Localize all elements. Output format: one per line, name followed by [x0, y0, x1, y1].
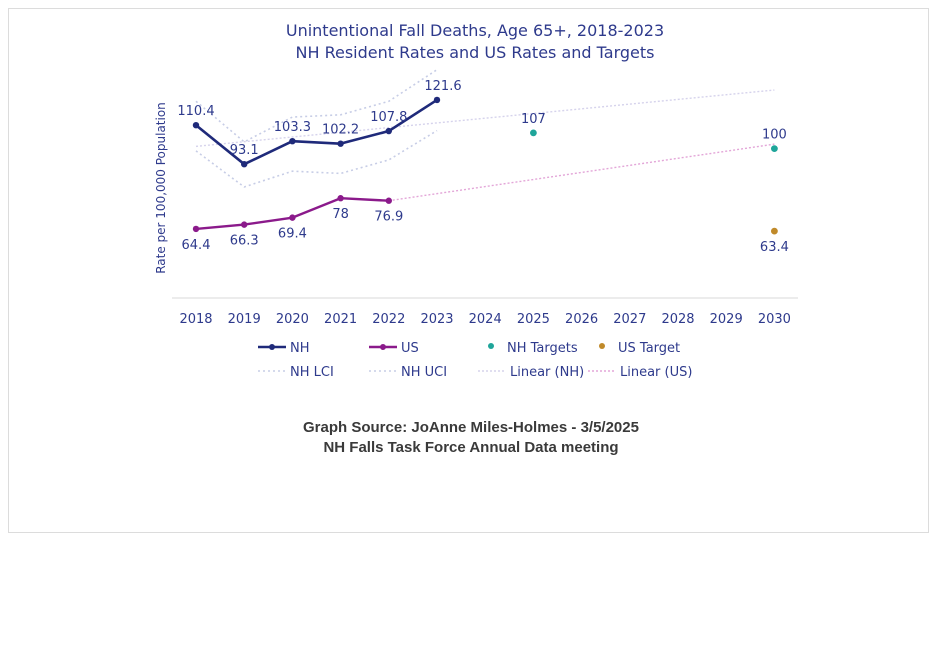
legend: NH US NH Targets US Target NH LCI NH UCI Linea…	[258, 341, 692, 380]
legend-item-nh-targets: NH Targets	[488, 341, 578, 356]
data-label-nh-targets-2025: 107	[521, 112, 546, 127]
data-label-nh-2023: 121.6	[424, 79, 461, 94]
x-tick-2028: 2028	[661, 312, 694, 327]
legend-item-linear-nh: Linear (NH)	[478, 365, 584, 380]
legend-label-us-target: US Target	[618, 341, 680, 356]
legend-item-nh-uci: NH UCI	[369, 365, 447, 380]
point-us-2020	[289, 214, 296, 221]
point-us-2018	[192, 225, 200, 233]
x-tick-2021: 2021	[324, 312, 357, 327]
chart-frame	[8, 8, 929, 533]
data-label-nh-2019: 93.1	[230, 143, 259, 158]
x-tick-2027: 2027	[613, 312, 646, 327]
chart-title-line-1: Unintentional Fall Deaths, Age 65+, 2018…	[286, 21, 664, 40]
x-tick-labels: 2018 2019 2020 2021 2022 2023 2024 2025 2026 2027…	[179, 312, 790, 327]
data-label-us-2021: 78	[332, 207, 349, 222]
series-line-nh	[195, 98, 438, 166]
legend-item-linear-us: Linear (US)	[588, 365, 692, 380]
source-line-2: NH Falls Task Force Annual Data meeting	[323, 439, 618, 456]
y-axis-label: Rate per 100,000 Population	[154, 102, 168, 274]
legend-marker-us	[380, 344, 386, 350]
point-nh-2018	[192, 121, 200, 129]
legend-marker-nh	[269, 344, 275, 350]
legend-label-nh-uci: NH UCI	[401, 365, 447, 380]
series-line-nh-uci	[195, 69, 438, 143]
legend-marker-nh-targets	[488, 343, 494, 349]
series-line-nh-lci	[195, 129, 438, 188]
x-tick-2020: 2020	[276, 312, 309, 327]
data-label-us-2018: 64.4	[182, 238, 211, 253]
data-label-nh-2018: 110.4	[177, 104, 214, 119]
x-tick-2029: 2029	[710, 312, 743, 327]
point-us-2021	[337, 195, 344, 202]
x-tick-2023: 2023	[420, 312, 453, 327]
chart-title-line-2: NH Resident Rates and US Rates and Targe…	[296, 43, 655, 62]
data-label-nh-2020: 103.3	[274, 120, 311, 135]
legend-item-us-target: US Target	[599, 341, 680, 356]
data-label-us-2022: 76.9	[374, 210, 403, 225]
point-us-2022	[385, 197, 392, 204]
legend-item-nh-lci: NH LCI	[258, 365, 334, 380]
legend-label-linear-nh: Linear (NH)	[510, 365, 584, 380]
legend-item-nh: NH	[258, 341, 310, 356]
point-nh-2021	[337, 140, 344, 147]
point-nh-2020	[289, 137, 296, 145]
legend-marker-us-target	[599, 343, 605, 349]
legend-label-nh-lci: NH LCI	[290, 365, 334, 380]
point-nh-targets-2025	[530, 129, 537, 137]
series-line-linear-nh	[195, 89, 775, 148]
source-line-1: Graph Source: JoAnne Miles-Holmes - 3/5/…	[303, 419, 639, 436]
data-label-nh-2021: 102.2	[322, 123, 359, 138]
point-nh-2019	[241, 160, 248, 168]
point-nh-2023	[433, 96, 441, 104]
point-us-target-2030	[771, 227, 778, 235]
legend-item-us: US	[369, 341, 419, 356]
x-tick-2019: 2019	[228, 312, 261, 327]
series-line-us	[195, 197, 389, 231]
data-label-us-2019: 66.3	[230, 234, 259, 249]
x-tick-2022: 2022	[372, 312, 405, 327]
x-tick-2026: 2026	[565, 312, 598, 327]
legend-label-linear-us: Linear (US)	[620, 365, 692, 380]
legend-label-nh-targets: NH Targets	[507, 341, 578, 356]
x-tick-2024: 2024	[469, 312, 502, 327]
x-tick-2030: 2030	[758, 312, 791, 327]
x-tick-2018: 2018	[179, 312, 212, 327]
legend-label-nh: NH	[290, 341, 310, 356]
data-label-us-target-2030: 63.4	[760, 240, 789, 255]
legend-label-us: US	[401, 341, 419, 356]
data-label-us-2020: 69.4	[278, 227, 307, 242]
data-label-nh-targets-2030: 100	[762, 128, 787, 143]
data-label-nh-2022: 107.8	[370, 110, 407, 125]
x-tick-2025: 2025	[517, 312, 550, 327]
series-line-linear-us	[388, 143, 775, 202]
plot-area: 110.4 93.1 103.3 102.2 107.8 121.6 64.4 66.3 69.…	[177, 69, 789, 255]
point-nh-2022	[385, 127, 392, 135]
point-us-2019	[241, 221, 248, 228]
point-nh-targets-2030	[771, 145, 778, 153]
